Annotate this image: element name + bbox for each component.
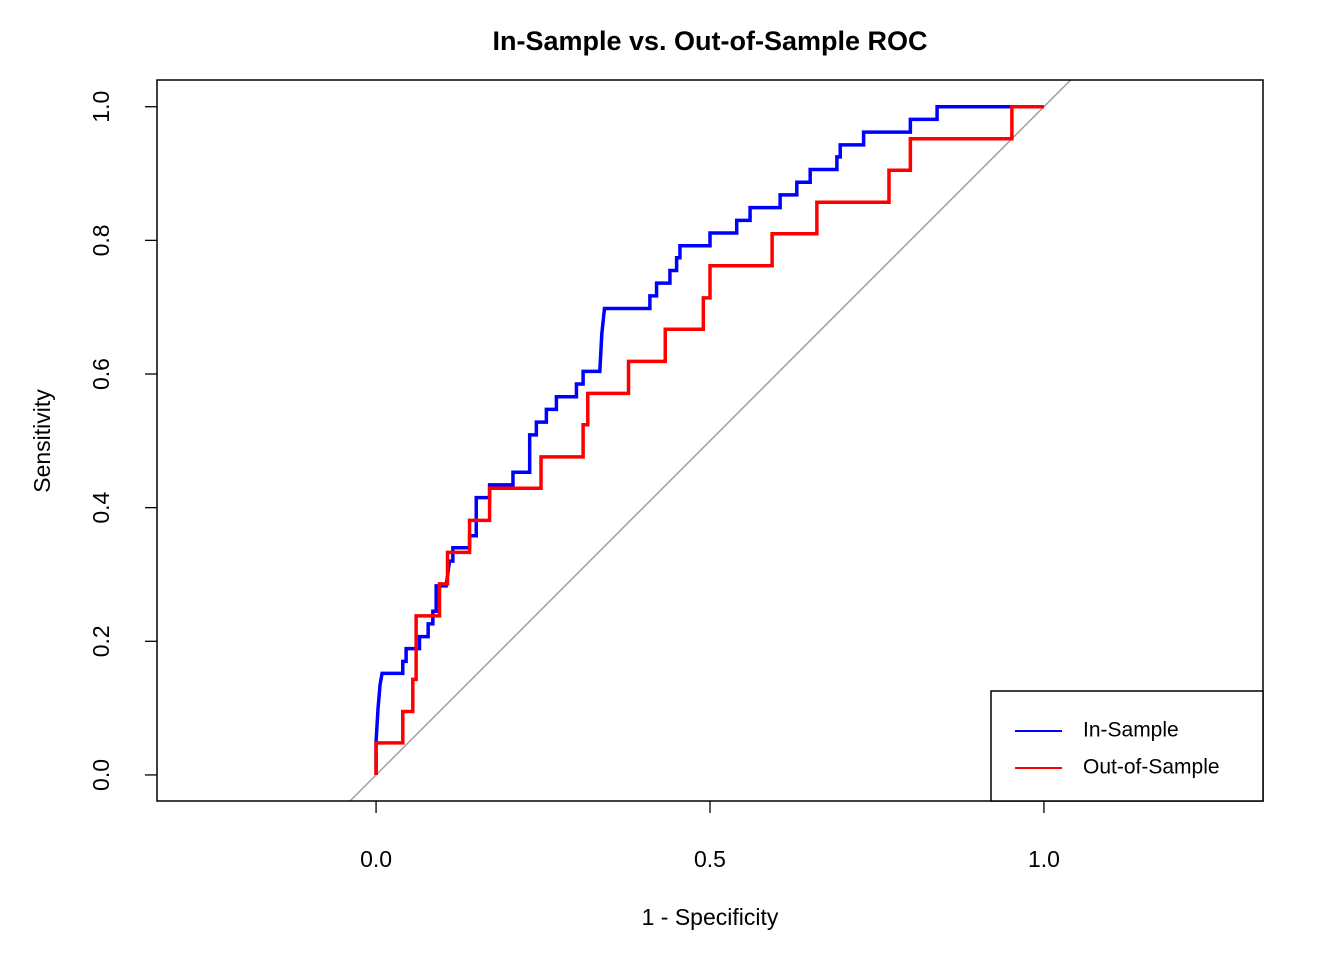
x-axis-label: 1 - Specificity	[642, 904, 779, 930]
y-tick-label: 0.2	[88, 625, 114, 657]
y-tick-label: 1.0	[88, 91, 114, 123]
roc-line	[374, 104, 1044, 775]
y-tick-label: 0.4	[88, 491, 114, 523]
y-tick-label: 0.0	[88, 759, 114, 791]
x-tick-label: 0.0	[360, 846, 392, 872]
y-tick-label: 0.6	[88, 358, 114, 390]
legend-label: Out-of-Sample	[1083, 756, 1220, 779]
y-axis-label: Sensitivity	[29, 389, 55, 493]
reference-diagonal	[348, 80, 1072, 801]
plot-frame	[156, 79, 1264, 802]
y-tick-label: 0.8	[88, 224, 114, 256]
plot-area	[348, 80, 1072, 801]
roc-line	[374, 104, 1044, 775]
legend-box	[990, 690, 1264, 802]
legend-label: In-Sample	[1083, 719, 1179, 742]
chart-title: In-Sample vs. Out-of-Sample ROC	[492, 26, 927, 56]
x-tick-label: 0.5	[694, 846, 726, 872]
x-tick-label: 1.0	[1028, 846, 1060, 872]
